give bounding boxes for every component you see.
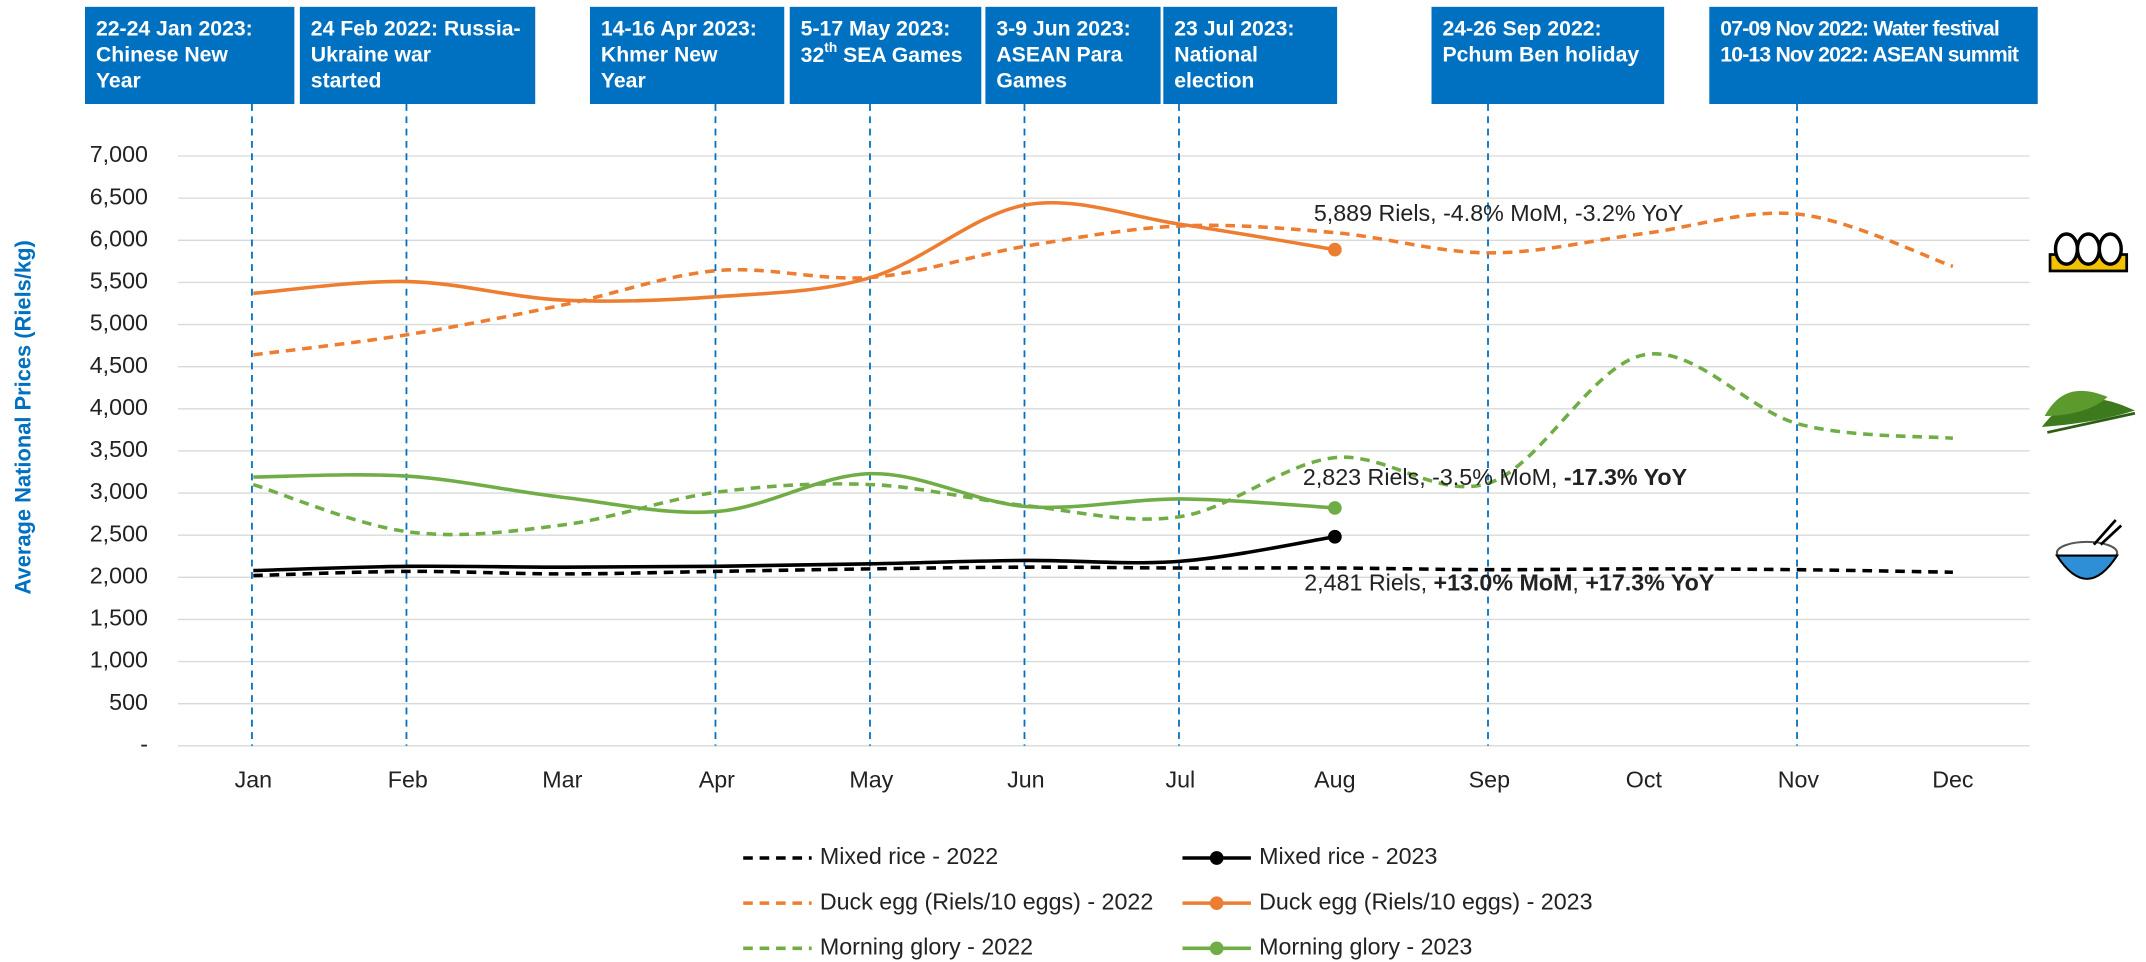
x-tick-label: Mar [542,767,582,793]
event-text: Games [996,70,1067,93]
event-text: Year [96,70,141,93]
series-marker [1328,529,1342,544]
event-text: election [1174,70,1254,93]
data-label: 2,481 Riels, +13.0% MoM, +17.3% YoY [1304,569,1715,595]
data-label-part: 2,481 Riels, [1304,569,1433,595]
y-tick-label: 2,500 [90,520,148,546]
event-text: 10-13 Nov 2022: ASEAN summit [1720,44,2019,67]
data-label-part: +17.3% YoY [1585,569,1715,595]
y-tick-label: 1,000 [90,647,148,673]
y-tick-label: 5,500 [90,268,148,294]
event-text: Khmer New [601,44,718,67]
event-text: 5-17 May 2023: [801,18,951,41]
series-line [253,534,1336,573]
x-tick-label: Nov [1778,767,1820,793]
event-box [85,6,295,105]
x-tick-label: Sep [1469,767,1510,793]
x-tick-label: Aug [1314,767,1355,793]
legend-marker [1209,896,1224,910]
event-text: Year [601,70,646,93]
egg-icon [2048,232,2129,273]
data-label-part: 2,823 Riels, -3.5% MoM, [1303,464,1564,490]
event-text: 24-26 Sep 2022: [1442,18,1601,41]
legend-label: Morning glory - 2022 [820,933,1033,959]
y-tick-label: 1,500 [90,605,148,631]
event-box [1163,6,1338,105]
rice-icon [2055,519,2123,580]
x-tick-label: Feb [388,767,428,793]
event-box [299,6,536,105]
data-label-part: , [1572,569,1585,595]
x-tick-label: Oct [1626,767,1663,793]
series-line [253,211,1954,357]
data-label-part: +13.0% MoM [1434,569,1573,595]
event-text: 24 Feb 2022: Russia- [311,18,521,41]
event-box [789,6,982,105]
y-tick-label: 6,000 [90,225,148,251]
series-line [253,200,1336,303]
event-text: 3-9 Jun 2023: [996,18,1130,41]
event-text-sup: th [824,40,837,55]
legend-marker [1209,851,1224,865]
event-text: started [311,70,382,93]
y-tick-label: 2,000 [90,562,148,588]
data-label: 5,889 Riels, -4.8% MoM, -3.2% YoY [1314,200,1684,226]
y-tick-label: 3,500 [90,436,148,462]
event-text: 22-24 Jan 2023: [96,18,253,41]
series-line [253,471,1335,515]
event-text: 32th SEA Games [801,40,963,67]
y-tick-label: 3,000 [90,478,148,504]
x-tick-label: Apr [699,767,735,793]
event-text-part: SEA Games [837,44,962,67]
event-box [1709,6,2038,105]
y-tick-label: 6,500 [90,183,148,209]
y-tick-label: - [140,731,148,757]
legend-label: Duck egg (Riels/10 eggs) - 2022 [820,888,1153,914]
data-label-part: -17.3% YoY [1564,464,1688,490]
event-text-part: 32 [801,44,825,67]
y-tick-label: 5,000 [90,310,148,336]
x-tick-label: Jan [235,767,273,793]
y-tick-label: 4,000 [90,394,148,420]
legend-marker [1209,941,1224,956]
event-text: ASEAN Para [996,44,1122,67]
x-tick-label: Dec [1932,767,1974,793]
x-tick-label: May [849,767,893,793]
y-axis-label: Average National Prices (Riels/kg) [11,240,36,594]
y-tick-label: 7,000 [90,141,148,167]
event-text: 14-16 Apr 2023: [601,18,757,41]
event-text: 23 Jul 2023: [1174,18,1294,41]
y-tick-label: 4,500 [90,352,148,378]
greens-icon [2041,390,2136,434]
legend-label: Morning glory - 2023 [1259,933,1472,959]
event-box [589,6,785,105]
series-marker [1328,242,1342,257]
event-text: National [1174,44,1258,67]
legend-label: Duck egg (Riels/10 eggs) - 2023 [1259,888,1592,914]
event-text: Ukraine war [311,44,431,67]
series-marker [1328,501,1342,515]
series-line [252,352,1954,537]
x-tick-label: Jun [1007,767,1045,793]
legend-label: Mixed rice - 2023 [1259,843,1437,869]
event-text: Pchum Ben holiday [1442,44,1639,67]
legend-label: Mixed rice - 2022 [820,843,998,869]
event-box [985,6,1161,105]
y-tick-label: 500 [109,689,148,715]
x-tick-label: Jul [1165,767,1195,793]
data-label: 2,823 Riels, -3.5% MoM, -17.3% YoY [1303,464,1688,490]
event-box [1431,6,1665,105]
event-text: 07-09 Nov 2022: Water festival [1720,18,1999,41]
event-text: Chinese New [96,44,228,67]
data-label-part: 5,889 Riels, -4.8% MoM, -3.2% YoY [1314,200,1684,226]
